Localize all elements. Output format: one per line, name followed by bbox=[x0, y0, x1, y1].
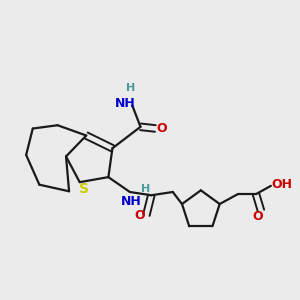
Text: NH: NH bbox=[121, 195, 142, 208]
Text: O: O bbox=[252, 210, 263, 223]
Text: S: S bbox=[79, 182, 89, 197]
Text: O: O bbox=[156, 122, 166, 135]
Text: H: H bbox=[126, 83, 135, 93]
Text: H: H bbox=[141, 184, 150, 194]
Text: NH: NH bbox=[115, 97, 135, 110]
Text: O: O bbox=[134, 208, 145, 222]
Text: OH: OH bbox=[271, 178, 292, 191]
